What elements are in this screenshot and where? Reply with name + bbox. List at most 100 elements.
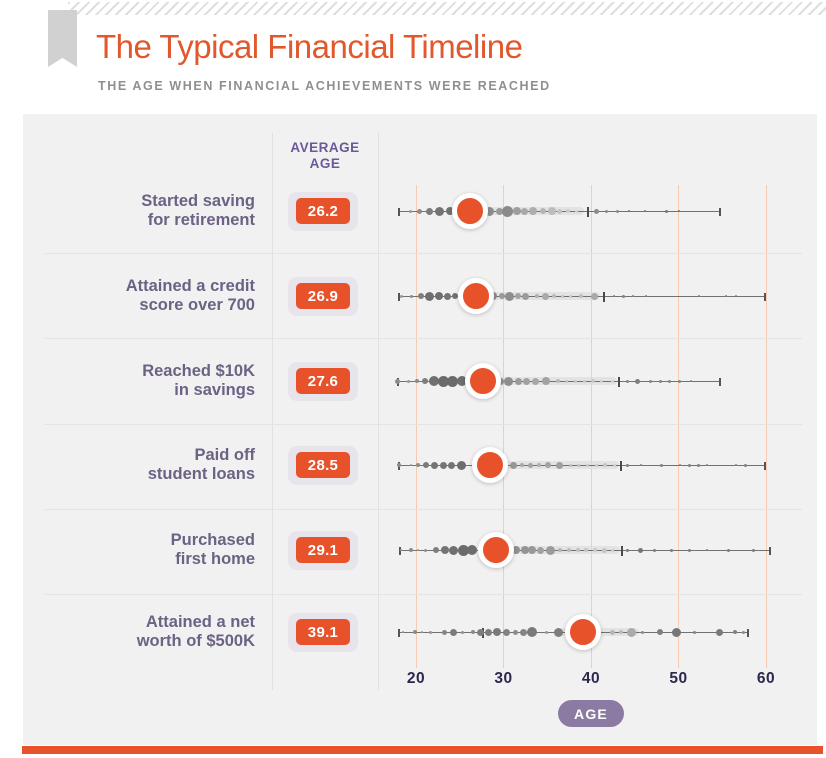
- distribution-dot: [537, 463, 542, 467]
- distribution-tick: [587, 206, 590, 217]
- distribution-dot: [664, 209, 668, 213]
- distribution-dot: [512, 207, 521, 215]
- average-age-badge: 26.2: [288, 191, 358, 231]
- distribution-dot: [522, 377, 530, 385]
- distribution-dot: [428, 630, 432, 634]
- distribution-dot: [527, 627, 538, 637]
- distribution-dot: [442, 629, 448, 635]
- distribution-dot: [424, 291, 434, 301]
- distribution-dot: [485, 628, 493, 636]
- row-separator: [45, 338, 802, 339]
- chart-card: AVERAGE AGE Started saving for retirement…: [23, 114, 817, 745]
- distribution-dot: [520, 546, 529, 554]
- distribution-dot: [416, 549, 419, 551]
- distribution-dot: [610, 548, 614, 552]
- distribution-dot: [470, 630, 475, 634]
- distribution-dot: [513, 629, 519, 635]
- distribution-dot: [644, 210, 647, 212]
- distribution-dot: [504, 376, 514, 386]
- distribution-dot: [574, 209, 578, 213]
- distribution-dot: [609, 629, 615, 635]
- distribution-dot: [534, 294, 539, 298]
- distribution-dot: [706, 464, 709, 466]
- average-age-badge-value: 26.2: [296, 198, 350, 224]
- distribution-dot: [613, 463, 617, 467]
- average-age-badge-value: 39.1: [296, 619, 350, 645]
- row-label-line: score over 700: [139, 296, 255, 314]
- average-age-dot: [565, 614, 602, 650]
- distribution-dot: [668, 379, 672, 383]
- distribution-dot: [460, 630, 464, 634]
- row-label-line: Started saving: [141, 192, 255, 210]
- distribution-dot: [601, 547, 607, 553]
- distribution-dot: [560, 294, 564, 298]
- distribution-dot: [689, 380, 692, 382]
- whisker-end-tick: [768, 546, 771, 555]
- distribution-dot: [645, 295, 648, 297]
- distribution-tick: [618, 376, 620, 387]
- page-subtitle: THE AGE WHEN FINANCIAL ACHIEVEMENTS WERE…: [98, 79, 551, 93]
- distribution-dot: [434, 292, 443, 300]
- page-title: The Typical Financial Timeline: [96, 28, 523, 65]
- axis-tick-label: 20: [406, 670, 426, 687]
- distribution-dot: [446, 207, 455, 215]
- distribution-dot: [514, 377, 522, 385]
- distribution-dot: [744, 463, 748, 467]
- row-separator: [45, 509, 802, 510]
- row-separator: [45, 594, 802, 595]
- average-age-header: AVERAGE AGE: [272, 140, 378, 172]
- distribution-dot: [592, 548, 597, 552]
- row-label-line: Purchased: [170, 531, 255, 549]
- row-label: Purchased first home: [41, 531, 255, 569]
- distribution-dot: [498, 293, 505, 299]
- distribution-dot: [658, 379, 662, 383]
- row-label-line: Paid off: [194, 446, 256, 464]
- distribution-dot: [724, 295, 727, 297]
- distribution-dot: [413, 630, 418, 634]
- average-age-badge-value: 29.1: [296, 537, 350, 563]
- whisker-end-tick: [746, 628, 749, 637]
- distribution-dot: [544, 630, 548, 634]
- average-age-badge-value: 28.5: [296, 452, 350, 478]
- distribution-dot: [502, 628, 510, 636]
- average-age-dot: [472, 447, 509, 483]
- distribution-dot: [421, 378, 428, 384]
- distribution-dot: [495, 207, 503, 215]
- distribution-dot: [568, 463, 572, 467]
- row-label: Started saving for retirement: [41, 192, 255, 230]
- distribution-dot: [409, 209, 413, 213]
- distribution-dot: [632, 295, 634, 297]
- row-whisker: [398, 465, 766, 466]
- distribution-dot: [594, 463, 598, 467]
- distribution-dot: [687, 463, 691, 467]
- distribution-dot: [424, 548, 428, 552]
- distribution-dot: [505, 291, 515, 301]
- distribution-dot: [626, 627, 636, 637]
- distribution-dot: [590, 379, 595, 383]
- distribution-dot: [677, 210, 680, 212]
- distribution-dot: [591, 292, 598, 300]
- distribution-dot: [397, 463, 402, 467]
- distribution-dot: [539, 208, 546, 214]
- distribution-dot: [621, 294, 625, 298]
- distribution-dot: [558, 548, 563, 552]
- distribution-dot: [555, 379, 560, 383]
- distribution-dot: [531, 377, 539, 385]
- axis-tick-label: 40: [581, 670, 601, 687]
- row-label-line: Reached $10K: [142, 362, 255, 380]
- distribution-dot: [626, 379, 630, 383]
- distribution-dot: [542, 377, 551, 385]
- distribution-dot: [418, 293, 425, 299]
- distribution-dot: [511, 546, 520, 554]
- distribution-dot: [435, 206, 445, 216]
- distribution-dot: [670, 548, 673, 552]
- gridline: [678, 185, 679, 668]
- whisker-end-tick: [397, 292, 400, 301]
- distribution-dot: [408, 548, 413, 552]
- average-age-dot: [464, 363, 501, 399]
- average-age-dot: [458, 278, 495, 314]
- axis-tick-label: 50: [669, 670, 688, 687]
- distribution-tick: [619, 460, 622, 471]
- distribution-dot: [586, 463, 589, 467]
- distribution-dot: [415, 463, 420, 467]
